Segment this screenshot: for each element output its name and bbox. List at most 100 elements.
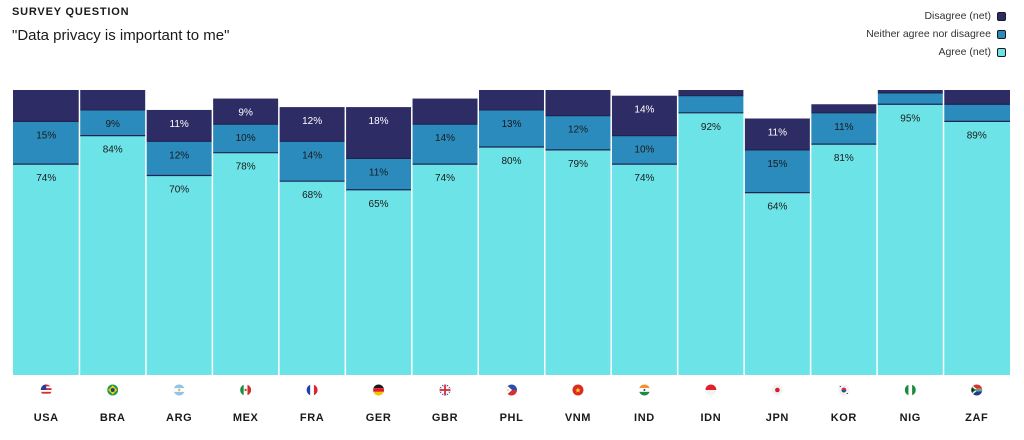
category-label-zaf: ZAF (965, 412, 988, 424)
bar-segment-ger-2 (345, 107, 412, 159)
category-label-usa: USA (34, 412, 59, 424)
flag-usa-icon (40, 384, 52, 396)
bar-group-kor: 81% 11% (810, 104, 878, 375)
bar-segment-nig-0 (877, 104, 944, 375)
category-label-gbr: GBR (432, 412, 458, 424)
category-label-idn: IDN (701, 412, 722, 424)
bar-segment-ger-1 (345, 158, 412, 190)
bar-segment-bra-0 (79, 135, 146, 375)
bar-segment-fra-2 (278, 107, 346, 142)
bar-segment-vnm-1 (544, 115, 612, 150)
data-label-ind-1: 10% (634, 145, 654, 156)
category-label-arg: ARG (166, 412, 192, 424)
data-label-vnm-1: 12% (568, 125, 588, 136)
data-label-kor-1: 11% (834, 122, 853, 133)
bar-segment-phl-1 (478, 109, 545, 147)
bar-segment-jpn-0 (744, 192, 811, 375)
bar-group-idn: 92% (677, 90, 745, 376)
bar-segment-idn-2 (677, 90, 745, 96)
bar-segment-phl-2 (478, 90, 545, 110)
bar-segment-vnm-0 (544, 149, 612, 375)
category-label-phl: PHL (500, 412, 524, 424)
category-label-bra: BRA (100, 412, 126, 424)
data-label-mex-0: 78% (236, 162, 256, 173)
data-label-arg-0: 70% (169, 185, 189, 196)
data-label-ger-2: 18% (369, 116, 389, 127)
legend-item-disagree: Disagree (net) (866, 7, 1006, 25)
flag-nig-icon (904, 384, 916, 396)
data-label-zaf-0: 89% (967, 130, 987, 141)
bar-segment-zaf-0 (943, 121, 1010, 375)
legend-item-neither: Neither agree nor disagree (866, 25, 1006, 43)
bar-segment-vnm-2 (544, 90, 612, 116)
data-label-nig-0: 95% (900, 113, 920, 124)
data-label-kor-0: 81% (834, 153, 854, 164)
bar-segment-zaf-2 (943, 90, 1010, 105)
category-label-kor: KOR (831, 412, 857, 424)
data-label-ind-0: 74% (634, 173, 654, 184)
legend-swatch-agree (997, 47, 1006, 57)
data-label-jpn-1: 15% (767, 159, 787, 170)
bar-segment-fra-0 (278, 181, 346, 375)
bar-segment-kor-2 (810, 104, 878, 113)
category-label-nig: NIG (900, 412, 921, 424)
category-label-mex: MEX (233, 412, 259, 424)
data-label-usa-0: 74% (36, 173, 56, 184)
data-label-vnm-0: 79% (568, 159, 588, 170)
category-label-vnm: VNM (565, 412, 591, 424)
bar-group-usa: 74% 15% (13, 90, 80, 375)
flag-zaf-icon (971, 384, 983, 396)
bar-segment-kor-1 (810, 112, 878, 145)
data-label-phl-0: 80% (501, 156, 521, 167)
bar-segment-usa-2 (13, 90, 80, 122)
category-label-ger: GER (366, 412, 392, 424)
data-label-fra-1: 14% (302, 150, 322, 161)
data-label-fra-2: 12% (302, 116, 322, 127)
data-label-jpn-2: 11% (768, 128, 787, 139)
bar-group-ger: 65% 11% 18% (345, 107, 412, 375)
legend-item-agree: Agree (net) (866, 43, 1006, 61)
flag-arg-icon (173, 384, 185, 396)
chart-title: "Data privacy is important to me" (12, 27, 230, 44)
bar-segment-phl-0 (478, 147, 545, 375)
legend: Disagree (net) Neither agree nor disagre… (866, 7, 1006, 61)
data-label-gbr-1: 14% (435, 133, 455, 144)
bar-group-bra: 84% 9% (79, 90, 146, 375)
data-label-bra-0: 84% (103, 145, 123, 156)
bar-segment-mex-1 (212, 124, 279, 153)
category-label-fra: FRA (300, 412, 324, 424)
data-label-mex-2: 9% (238, 108, 253, 119)
flag-jpn-icon (771, 384, 783, 396)
bar-segment-idn-0 (677, 112, 745, 376)
data-label-ind-2: 14% (634, 105, 654, 116)
category-label-ind: IND (634, 412, 655, 424)
bar-segment-gbr-1 (411, 124, 479, 165)
bar-segment-bra-2 (79, 90, 146, 110)
category-label-jpn: JPN (766, 412, 789, 424)
flag-ger-icon (373, 384, 385, 396)
data-label-gbr-0: 74% (435, 173, 455, 184)
bar-group-jpn: 64% 15% 11% (744, 118, 811, 375)
bar-segment-ind-0 (611, 164, 678, 375)
legend-label-disagree: Disagree (net) (924, 10, 991, 22)
bar-segment-idn-1 (677, 95, 745, 113)
flag-phl-icon (506, 384, 517, 396)
data-label-arg-2: 11% (170, 119, 189, 130)
legend-swatch-neither (997, 29, 1006, 39)
data-label-phl-1: 13% (501, 119, 521, 130)
bar-segment-bra-1 (79, 109, 146, 136)
data-label-idn-0: 92% (701, 122, 721, 133)
bar-group-arg: 70% 12% 11% (145, 109, 213, 375)
bar-group-mex: 78% 10% 9% (212, 98, 279, 375)
data-label-mex-1: 10% (236, 133, 256, 144)
data-label-ger-1: 11% (369, 167, 388, 178)
bar-group-phl: 80% 13% (478, 90, 545, 375)
legend-swatch-disagree (997, 11, 1006, 21)
bar-group-zaf: 89% (943, 90, 1010, 375)
bar-group-fra: 68% 14% 12% (278, 107, 346, 375)
legend-label-agree: Agree (net) (938, 46, 991, 58)
flag-vnm-icon (572, 384, 584, 396)
bar-segment-mex-2 (212, 98, 279, 125)
bar-group-gbr: 74% 14% (411, 98, 479, 375)
